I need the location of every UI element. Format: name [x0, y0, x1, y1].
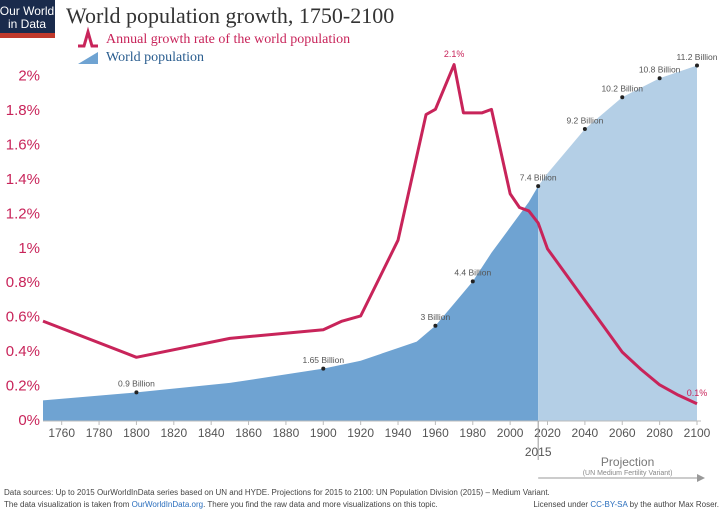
y-tick-label: 1.4% [6, 171, 40, 188]
x-tick-label: 1800 [123, 426, 150, 440]
x-tick-label: 1880 [273, 426, 300, 440]
population-label: 10.2 Billion [601, 84, 643, 94]
footer-sources: Data sources: Up to 2015 OurWorldInData … [4, 488, 550, 497]
projection-label: Projection [601, 455, 654, 469]
footer-text: . There you find the raw data and more v… [203, 500, 438, 509]
y-tick-label: 0.8% [6, 274, 40, 291]
population-dot [134, 390, 139, 395]
population-label: 10.8 Billion [639, 64, 681, 74]
population-dot [695, 63, 699, 68]
growth-line [42, 63, 698, 406]
license-link[interactable]: CC-BY-SA [590, 500, 628, 509]
population-dot [536, 184, 541, 189]
projection-sublabel: (UN Medium Fertility Variant) [583, 470, 673, 477]
projection-arrowhead [697, 474, 705, 482]
population-label: 4.4 Billion [454, 268, 491, 278]
footer-text: Licensed under [533, 500, 590, 509]
population-dot [321, 366, 326, 371]
x-tick-label: 2100 [684, 426, 711, 440]
x-tick-label: 1840 [198, 426, 225, 440]
legend-icon [78, 52, 98, 64]
y-tick-label: 1.8% [6, 102, 40, 119]
logo-text: in Data [8, 17, 46, 31]
footer-license: Licensed under CC-BY-SA by the author Ma… [533, 500, 719, 509]
x-tick-label: 1960 [422, 426, 449, 440]
footer-text: The data visualization is taken from [4, 500, 132, 509]
population-dot [657, 76, 662, 81]
x-tick-label: 1940 [385, 426, 412, 440]
population-label: 7.4 Billion [520, 172, 557, 182]
x-tick-label: 2040 [572, 426, 599, 440]
chart-title: World population growth, 1750-2100 [66, 3, 394, 28]
x-tick-label: 1820 [160, 426, 187, 440]
y-tick-label: 0.2% [6, 378, 40, 395]
growth-label: 0.1% [687, 388, 708, 398]
y-tick-label: 1% [18, 240, 40, 257]
x-tick-label: 2020 [534, 426, 561, 440]
legend-label: World population [106, 50, 204, 65]
legend-label: Annual growth rate of the world populati… [106, 32, 350, 47]
x-tick-label: 1920 [347, 426, 374, 440]
footer-link[interactable]: OurWorldInData.org [132, 500, 203, 509]
x-tick-label: 1900 [310, 426, 337, 440]
y-tick-label: 0.4% [6, 343, 40, 360]
footer-visualization: The data visualization is taken from Our… [4, 500, 438, 509]
x-tick-label: 1760 [48, 426, 75, 440]
population-label: 3 Billion [421, 312, 451, 322]
y-tick-label: 0.6% [6, 309, 40, 326]
population-dot [470, 279, 475, 284]
footer-text: by the author Max Roser. [627, 500, 719, 509]
logo-text: Our World [0, 4, 54, 18]
plot: 2.1% 0.1% 0.9 Billion 1.65 Billion 3 Billion… [6, 49, 718, 482]
y-tick-label: 2% [18, 68, 40, 85]
y-tick-label: 1.2% [6, 205, 40, 222]
x-tick-label: 2080 [646, 426, 673, 440]
population-dot [433, 323, 438, 328]
logo-box [0, 0, 55, 38]
projection-start-label: 2015 [525, 445, 552, 459]
legend-icon [78, 26, 98, 48]
y-tick-label: 1.6% [6, 136, 40, 153]
population-label: 1.65 Billion [302, 355, 344, 365]
population-label: 11.2 Billion [677, 52, 718, 62]
population-area [538, 65, 697, 422]
x-tick-label: 1860 [235, 426, 262, 440]
population-dot [582, 127, 587, 131]
y-tick-label: 0% [18, 412, 40, 429]
logo-strip [0, 33, 55, 38]
population-dot [620, 95, 625, 100]
x-tick-label: 2000 [497, 426, 524, 440]
population-label: 0.9 Billion [118, 379, 155, 389]
x-tick-label: 1780 [86, 426, 113, 440]
x-tick-label: 1980 [459, 426, 486, 440]
growth-label: 2.1% [444, 49, 465, 59]
population-area [43, 186, 539, 421]
population-label: 9.2 Billion [566, 115, 603, 125]
x-tick-label: 2060 [609, 426, 636, 440]
